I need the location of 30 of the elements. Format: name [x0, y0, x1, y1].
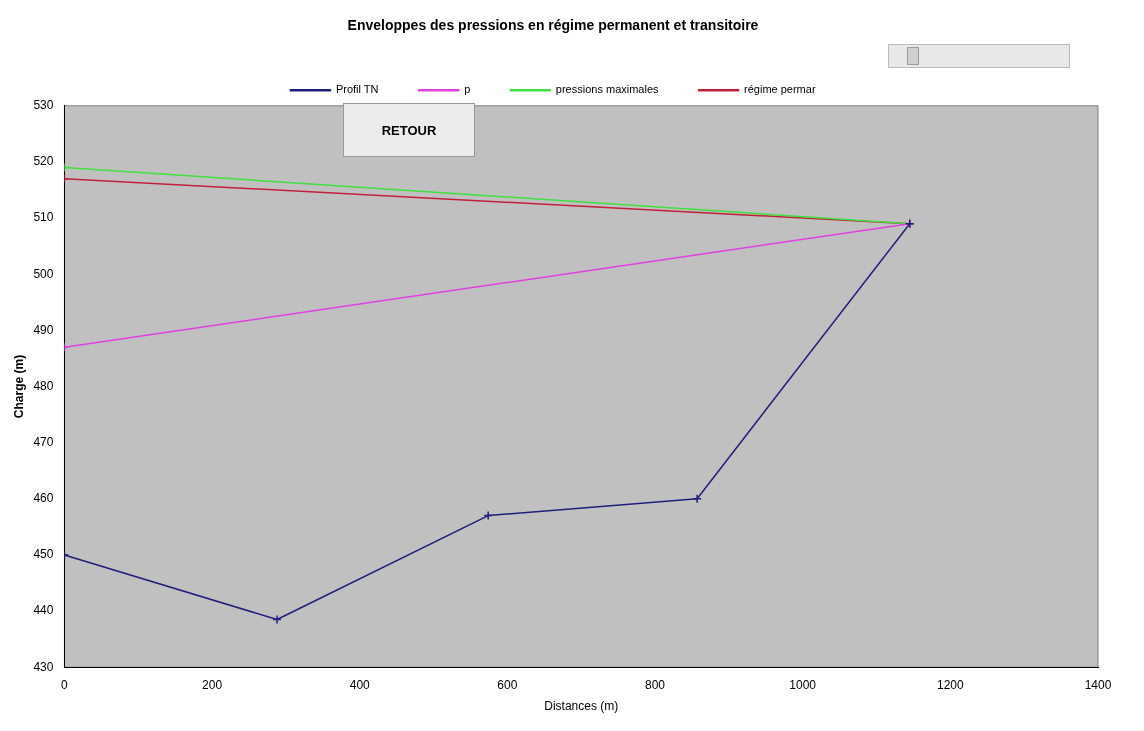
x-tick-label: 1000	[789, 677, 817, 692]
point	[692, 494, 702, 504]
y-tick-label: 530	[33, 98, 54, 113]
legend-label: p	[464, 83, 471, 96]
legend-label: pressions maximales	[555, 83, 660, 96]
point	[483, 510, 493, 521]
x-tick-label: 200	[202, 677, 223, 692]
x-axis-title: Distances (m)	[544, 699, 619, 714]
x-tick-label: 1200	[936, 677, 965, 692]
legend-label: régime permar	[744, 83, 816, 96]
button: RETOUR	[343, 103, 475, 157]
legend-label: Profil TN	[335, 83, 379, 96]
point	[272, 614, 282, 625]
y-tick-label: 520	[33, 154, 54, 169]
x-tick-label: 0	[61, 677, 69, 692]
chart-title: Enveloppes des pressions en régime permanent et transitoire	[347, 17, 759, 34]
y-tick-label: 480	[33, 378, 54, 393]
y-axis-title: Charge (m)	[11, 354, 26, 419]
x-tick-label: 600	[497, 677, 518, 692]
y-tick-label: 450	[33, 547, 54, 562]
y-tick-label: 460	[33, 491, 54, 506]
x-tick-label: 800	[645, 677, 666, 692]
y-tick-label: 440	[33, 603, 54, 618]
y-tick-label: 430	[33, 659, 54, 674]
y-tick-label: 490	[33, 322, 54, 337]
x-tick-label: 1400	[1084, 677, 1112, 692]
y-tick-label: 500	[33, 266, 54, 281]
x-tick-label: 400	[349, 677, 371, 692]
y-tick-label: 470	[33, 434, 54, 449]
y-tick-label: 510	[33, 210, 54, 225]
